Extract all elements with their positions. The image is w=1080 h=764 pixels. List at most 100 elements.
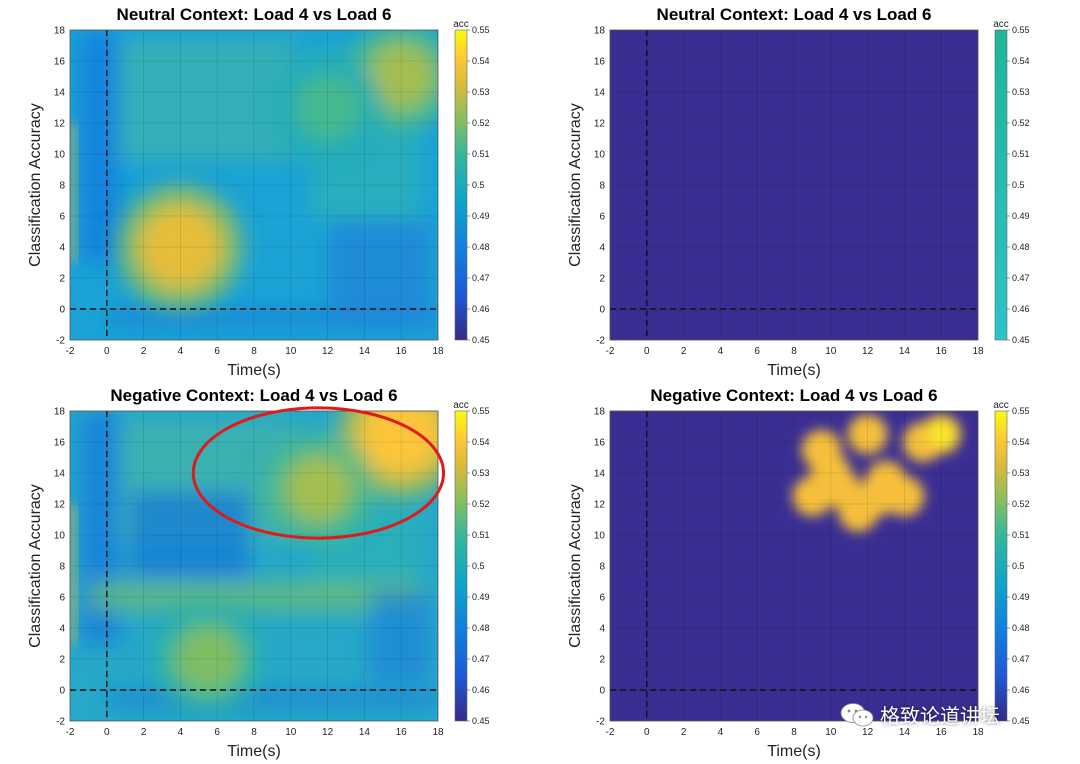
y-tick-label: 12 [594, 119, 606, 130]
colorbar-tick-label: 0.47 [1012, 273, 1030, 283]
x-axis-label: Time(s) [767, 743, 821, 760]
colorbar-tick-label: 0.49 [472, 592, 490, 602]
y-tick-label: 6 [59, 212, 65, 223]
colorbar-label: acc [453, 400, 469, 411]
colorbar-tick-label: 0.54 [472, 56, 490, 66]
watermark-text: 格致论道讲坛 [880, 704, 1000, 728]
y-tick-label: 12 [54, 500, 66, 511]
x-tick-label: 14 [359, 346, 371, 357]
x-tick-label: 10 [825, 346, 837, 357]
hotspot [138, 205, 223, 289]
cluster-peak [927, 420, 956, 449]
colorbar-tick-label: 0.5 [472, 180, 485, 190]
y-tick-label: 18 [594, 26, 606, 37]
y-tick-label: 8 [599, 562, 605, 573]
colorbar-tick-label: 0.53 [472, 87, 490, 97]
x-tick-label: 16 [936, 346, 948, 357]
colorbar-tick-label: 0.51 [472, 149, 490, 159]
heatmap-texture [80, 30, 438, 330]
colorbar-tick-label: 0.45 [472, 335, 490, 345]
colorbar-tick-label: 0.54 [472, 437, 490, 447]
x-tick-label: 0 [644, 727, 650, 738]
colorbar: acc 0.45 0.46 0.47 0.48 0.49 0.5 0.51 0.52 0.53 0.… [993, 400, 1029, 726]
y-tick-label: 14 [594, 88, 606, 99]
y-tick-label: 4 [59, 243, 65, 254]
heatmap-texture [80, 411, 438, 705]
y-tick-label: 18 [54, 26, 66, 37]
heatmap-area [70, 411, 438, 721]
colorbar-tick-label: 0.47 [472, 273, 490, 283]
colorbar-tick-label: 0.54 [1012, 56, 1030, 66]
colorbar-tick-label: 0.55 [1012, 25, 1030, 35]
highlight-ellipse [191, 406, 446, 540]
x-tick-label: 6 [754, 727, 760, 738]
colorbar-tick-label: 0.52 [472, 499, 490, 509]
y-tick-label: 16 [594, 438, 606, 449]
cluster-blob [847, 414, 888, 455]
x-tick-label: 18 [972, 727, 984, 738]
y-tick-label: 4 [599, 243, 605, 254]
y-tick-label: 2 [599, 274, 605, 285]
colorbar-tick-label: 0.46 [1012, 304, 1030, 314]
panel-3: -2 0 2 4 6 8 10 12 14 16 18 -2 0 2 4 6 8 10 12 14 16 18 Negati… [27, 386, 490, 760]
colorbar: acc 0.45 0.46 0.47 0.48 0.49 0.5 0.51 0.52 0.53 0.… [453, 400, 489, 726]
mid-band [120, 40, 300, 160]
y-tick-label: 12 [594, 500, 606, 511]
cluster-blob [838, 491, 879, 532]
chart-title: Negative Context: Load 4 vs Load 6 [650, 386, 937, 405]
heatmap-area [610, 411, 978, 721]
colorbar-label: acc [993, 19, 1009, 30]
y-tick-label: -2 [56, 717, 65, 728]
wechat-icon [840, 702, 874, 726]
panel-2: -2 0 2 4 6 8 10 12 14 16 18 -2 0 2 4 6 8 10 12 14 16 18 Neutra… [567, 5, 1030, 379]
colorbar-tick-label: 0.5 [1012, 561, 1025, 571]
y-tick-label: 18 [54, 407, 66, 418]
x-tick-label: 6 [754, 346, 760, 357]
y-tick-label: 4 [599, 624, 605, 635]
y-tick-label: 14 [54, 88, 66, 99]
heatmap-background [610, 411, 978, 721]
x-tick-label: 2 [681, 346, 687, 357]
y-tick-label: 16 [54, 57, 66, 68]
edge-streak [70, 123, 76, 263]
x-tick-label: 16 [396, 346, 408, 357]
colorbar-tick-label: 0.5 [472, 561, 485, 571]
x-tick-label: 8 [791, 727, 797, 738]
y-tick-label: 6 [59, 593, 65, 604]
grid [69, 410, 439, 722]
y-tick-label: 16 [54, 438, 66, 449]
colorbar-tick-label: 0.46 [1012, 685, 1030, 695]
y-tick-label: 6 [599, 593, 605, 604]
chart-title: Neutral Context: Load 4 vs Load 6 [657, 5, 932, 24]
chart-title: Neutral Context: Load 4 vs Load 6 [117, 5, 392, 24]
colorbar-tick-label: 0.5 [1012, 180, 1025, 190]
x-axis-label: Time(s) [227, 362, 281, 379]
colorbar-tick-label: 0.45 [472, 716, 490, 726]
colorbar-tick-label: 0.46 [472, 304, 490, 314]
axes-frame [609, 410, 979, 722]
colorbar: acc 0.45 0.46 0.47 0.48 0.49 0.5 0.51 0.52 0.53 0.… [453, 19, 489, 345]
y-tick-label: 14 [594, 469, 606, 480]
x-tick-label: 10 [825, 727, 837, 738]
y-tick-label: 10 [54, 531, 66, 542]
x-tick-label: 4 [178, 727, 184, 738]
y-axis-label: Classification Accuracy [567, 484, 584, 648]
y-axis-label: Classification Accuracy [27, 484, 44, 648]
y-tick-label: 0 [59, 686, 65, 697]
hotspots [118, 30, 438, 309]
axes-frame [69, 410, 439, 722]
x-tick-label: 14 [359, 727, 371, 738]
baseline-band [110, 693, 438, 705]
x-tick-label: 8 [251, 727, 257, 738]
x-tick-label: 4 [178, 346, 184, 357]
colorbar-tick-label: 0.53 [472, 468, 490, 478]
x-tick-label: 2 [681, 727, 687, 738]
axes-frame [609, 29, 979, 341]
x-tick-label: 12 [322, 727, 334, 738]
colorbar-tick-label: 0.51 [1012, 530, 1030, 540]
y-tick-label: 18 [594, 407, 606, 418]
y-tick-label: 10 [594, 150, 606, 161]
colorbar-gradient [454, 29, 468, 341]
colorbar-tick-label: 0.55 [472, 406, 490, 416]
x-tick-label: 0 [104, 346, 110, 357]
